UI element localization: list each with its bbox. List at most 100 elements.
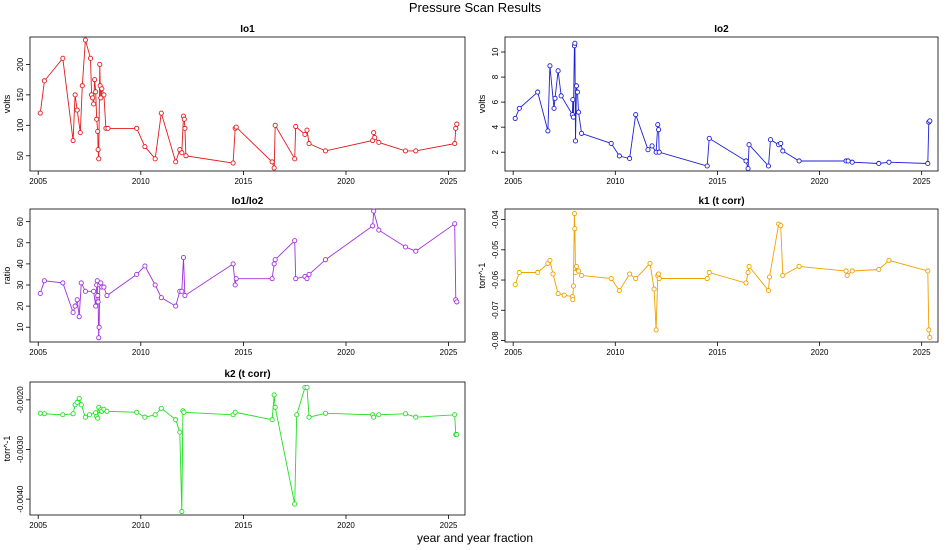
x-tick-label: 2010 bbox=[132, 177, 150, 186]
data-point bbox=[99, 86, 105, 92]
data-point bbox=[656, 127, 662, 133]
data-point bbox=[182, 293, 188, 299]
data-point bbox=[70, 411, 76, 417]
data-point bbox=[232, 409, 238, 415]
data-point bbox=[95, 128, 101, 134]
panel-1: Io1 2005 2010 2015 2020 2025 50 100 150 200 volts bbox=[2, 24, 466, 186]
data-point bbox=[152, 156, 158, 162]
data-point bbox=[95, 293, 101, 299]
x-tick-label: 2015 bbox=[709, 177, 727, 186]
panel-title: k2 (t corr) bbox=[224, 369, 270, 380]
data-point bbox=[547, 257, 553, 263]
data-point bbox=[927, 118, 933, 124]
data-point bbox=[177, 429, 183, 435]
data-point bbox=[37, 410, 43, 416]
data-point bbox=[402, 411, 409, 417]
data-point bbox=[561, 292, 567, 298]
x-tick-label: 2005 bbox=[504, 177, 522, 186]
data-point bbox=[845, 158, 851, 164]
x-tick-label: 2020 bbox=[811, 177, 829, 186]
data-point bbox=[454, 121, 460, 127]
data-point bbox=[376, 139, 382, 145]
data-point bbox=[292, 238, 298, 244]
x-tick-label: 2015 bbox=[709, 348, 727, 357]
data-point bbox=[645, 147, 651, 153]
data-point bbox=[158, 295, 164, 301]
data-point bbox=[292, 156, 298, 162]
data-point bbox=[134, 409, 140, 415]
data-point bbox=[230, 160, 236, 166]
data-point bbox=[555, 291, 561, 297]
data-point bbox=[547, 63, 553, 69]
data-point bbox=[60, 55, 66, 61]
y-tick-label: 40 bbox=[16, 259, 25, 268]
data-point bbox=[575, 268, 582, 274]
data-point bbox=[647, 260, 653, 266]
data-point bbox=[843, 268, 849, 274]
data-point bbox=[306, 271, 312, 277]
data-point bbox=[60, 280, 66, 286]
data-point bbox=[746, 142, 752, 148]
data-point bbox=[616, 153, 622, 159]
y-tick-label: 100 bbox=[16, 118, 25, 132]
data-point bbox=[98, 95, 104, 101]
data-point bbox=[134, 271, 140, 277]
data-point bbox=[555, 68, 561, 74]
y-tick-label: 10 bbox=[16, 322, 25, 331]
data-point bbox=[535, 89, 541, 95]
x-tick-label: 2010 bbox=[606, 348, 624, 357]
data-point bbox=[152, 412, 158, 418]
data-point bbox=[849, 159, 855, 165]
data-point bbox=[573, 83, 580, 89]
y-tick-label: 200 bbox=[16, 57, 25, 71]
data-point bbox=[844, 272, 850, 279]
data-point bbox=[371, 130, 377, 136]
data-point bbox=[745, 269, 751, 276]
data-point bbox=[780, 148, 786, 154]
data-point bbox=[96, 335, 102, 341]
data-point bbox=[74, 107, 80, 113]
data-point bbox=[656, 275, 662, 282]
data-point bbox=[535, 269, 541, 276]
data-point bbox=[633, 112, 639, 118]
data-point bbox=[82, 414, 88, 420]
data-point bbox=[371, 414, 377, 420]
data-point bbox=[551, 105, 557, 111]
data-point bbox=[413, 414, 419, 420]
x-tick-label: 2025 bbox=[440, 348, 458, 357]
y-tick-label: 50 bbox=[16, 238, 25, 247]
data-point bbox=[796, 158, 802, 164]
data-point bbox=[572, 138, 579, 144]
data-point bbox=[96, 324, 102, 330]
data-point bbox=[370, 223, 376, 229]
data-point bbox=[82, 37, 88, 43]
data-point bbox=[70, 137, 76, 144]
x-tick-label: 2015 bbox=[234, 177, 252, 186]
data-point bbox=[179, 508, 185, 515]
data-point bbox=[77, 130, 83, 136]
data-point bbox=[96, 156, 102, 162]
data-point bbox=[572, 40, 578, 46]
panel-title: Io1 bbox=[240, 24, 255, 35]
data-point bbox=[41, 411, 47, 417]
y-tick-label: 50 bbox=[16, 151, 25, 160]
data-point bbox=[545, 128, 551, 134]
data-point bbox=[570, 114, 576, 120]
data-point bbox=[608, 275, 614, 282]
series-line bbox=[39, 39, 458, 169]
y-axis-label: volts bbox=[477, 94, 487, 113]
data-point bbox=[322, 148, 329, 154]
data-point bbox=[579, 130, 585, 136]
x-tick-label: 2005 bbox=[29, 177, 47, 186]
y-tick-label: 30 bbox=[16, 280, 25, 289]
data-point bbox=[101, 284, 107, 290]
data-point bbox=[925, 268, 931, 274]
data-point bbox=[173, 303, 179, 309]
data-point bbox=[570, 297, 576, 303]
series-line bbox=[514, 213, 931, 338]
data-point bbox=[372, 134, 378, 141]
x-tick-label: 2010 bbox=[132, 521, 150, 530]
data-point bbox=[849, 268, 855, 274]
data-point bbox=[927, 334, 933, 341]
data-point bbox=[95, 147, 101, 153]
